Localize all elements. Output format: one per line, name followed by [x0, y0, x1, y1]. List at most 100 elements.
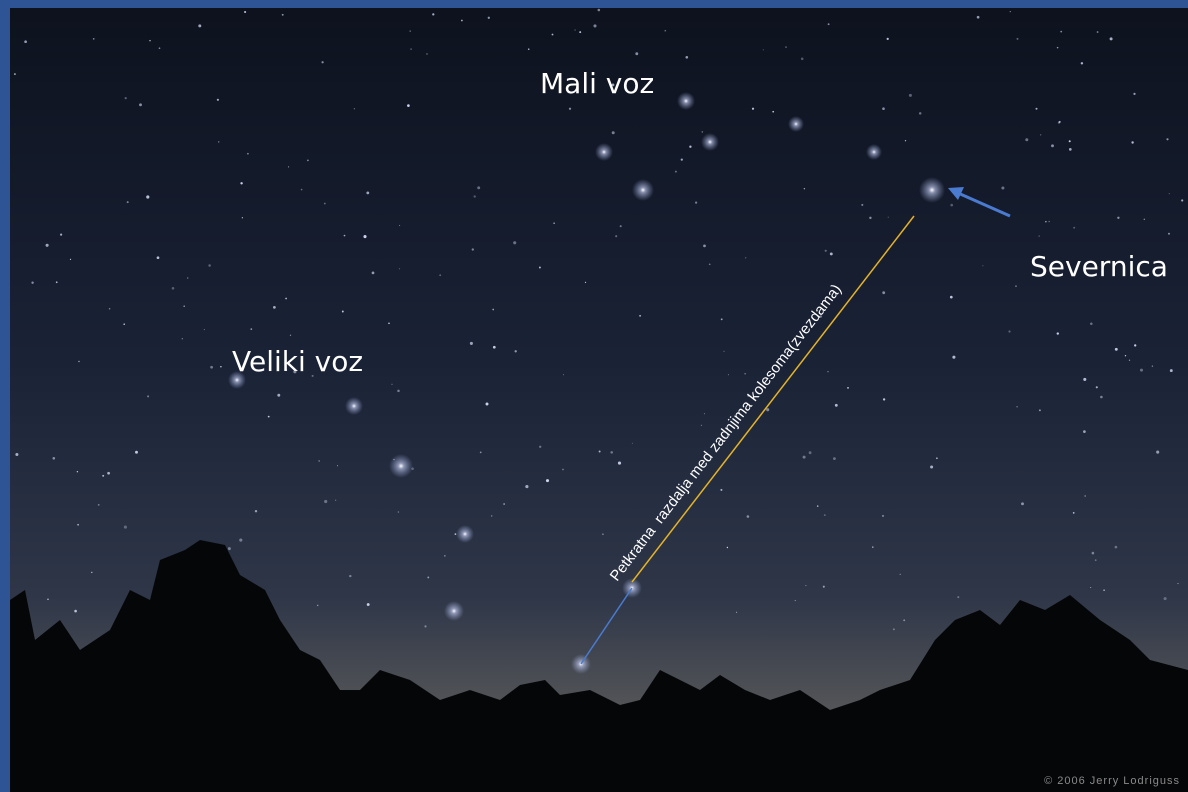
star [208, 264, 211, 267]
star [247, 153, 249, 155]
star [277, 394, 280, 397]
star [893, 628, 895, 630]
star [539, 267, 541, 269]
star [410, 48, 412, 50]
credit: © 2006 Jerry Lodriguss [1044, 775, 1180, 787]
star [632, 443, 633, 444]
star [344, 235, 346, 237]
star [1125, 355, 1126, 356]
star [74, 610, 77, 613]
star [618, 462, 621, 465]
star [182, 338, 183, 339]
star [569, 108, 571, 110]
star [503, 503, 505, 505]
star [772, 111, 774, 113]
star [675, 171, 677, 173]
star [825, 250, 827, 252]
star [285, 298, 287, 300]
star [342, 311, 344, 313]
star [319, 460, 320, 461]
star [723, 351, 724, 352]
star [204, 329, 205, 330]
star [612, 131, 615, 134]
star [900, 574, 901, 575]
star [349, 575, 351, 577]
star [1090, 322, 1093, 325]
star [727, 547, 728, 548]
star [91, 572, 92, 573]
star [335, 500, 336, 501]
star [472, 248, 474, 250]
star [474, 195, 476, 197]
star [1131, 141, 1133, 143]
star [552, 34, 554, 36]
star [833, 457, 836, 460]
star [290, 335, 291, 336]
star [321, 61, 323, 63]
star [14, 73, 16, 75]
star [399, 225, 400, 226]
star [477, 186, 480, 189]
slide: Mali voz Veliki voz Severnica Petkratna … [0, 0, 1188, 792]
star [409, 30, 411, 32]
star [77, 471, 78, 472]
star [47, 599, 49, 601]
star [720, 489, 722, 491]
star [444, 555, 445, 556]
star [703, 245, 706, 248]
star [936, 457, 938, 459]
star [218, 141, 220, 143]
star [1170, 369, 1173, 372]
star [24, 40, 27, 43]
star [766, 408, 769, 411]
star [242, 217, 243, 218]
star [124, 526, 127, 529]
star [183, 305, 185, 307]
star [745, 257, 746, 258]
star [426, 53, 427, 54]
star [470, 342, 473, 345]
star [1083, 378, 1086, 381]
star [744, 373, 745, 374]
star [525, 485, 528, 488]
star [210, 366, 213, 369]
star [824, 514, 826, 516]
star [1069, 148, 1072, 151]
star [585, 282, 586, 283]
star [228, 547, 231, 550]
star [828, 23, 830, 25]
star [546, 479, 549, 482]
star [301, 189, 303, 191]
star [905, 140, 906, 141]
star [268, 416, 270, 418]
star [574, 29, 576, 31]
star [736, 612, 737, 613]
star [147, 395, 149, 397]
star [1168, 233, 1170, 235]
star [1166, 138, 1168, 140]
star [827, 371, 829, 373]
star [598, 9, 601, 12]
star [1152, 365, 1153, 366]
star [56, 281, 58, 283]
star [602, 533, 604, 535]
star [363, 235, 366, 238]
star [187, 277, 189, 279]
star [888, 217, 889, 218]
star [1129, 360, 1130, 361]
star [220, 366, 221, 367]
star [98, 504, 100, 506]
star [432, 13, 434, 15]
star [620, 225, 622, 227]
star [491, 515, 493, 517]
star [1177, 583, 1178, 584]
star [273, 306, 276, 309]
star [282, 14, 284, 16]
star [127, 201, 129, 203]
star [397, 390, 400, 393]
star [240, 182, 242, 184]
star [695, 202, 697, 204]
star [593, 24, 596, 27]
star [515, 350, 517, 352]
star [239, 539, 242, 542]
